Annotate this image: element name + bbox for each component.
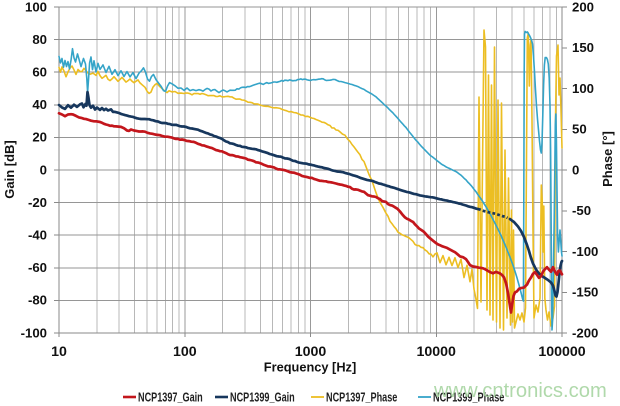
svg-text:100: 100 bbox=[25, 0, 47, 14]
svg-text:10: 10 bbox=[51, 344, 67, 360]
svg-text:-100: -100 bbox=[21, 325, 47, 340]
svg-text:Frequency [Hz]: Frequency [Hz] bbox=[264, 359, 356, 374]
svg-text:-150: -150 bbox=[572, 285, 598, 300]
svg-text:-60: -60 bbox=[28, 260, 47, 275]
svg-text:20: 20 bbox=[32, 130, 47, 145]
svg-text:40: 40 bbox=[32, 97, 47, 112]
svg-text:-50: -50 bbox=[572, 203, 591, 218]
svg-text:Phase [°]: Phase [°] bbox=[600, 131, 615, 187]
svg-text:NCP1399_Phase: NCP1399_Phase bbox=[433, 391, 504, 405]
svg-text:80: 80 bbox=[32, 32, 47, 47]
svg-text:0: 0 bbox=[572, 162, 579, 177]
svg-text:Gain [dB]: Gain [dB] bbox=[2, 140, 17, 199]
svg-text:50: 50 bbox=[572, 122, 587, 137]
svg-text:0: 0 bbox=[40, 162, 47, 177]
svg-text:-80: -80 bbox=[28, 293, 47, 308]
svg-text:100: 100 bbox=[173, 344, 197, 360]
svg-text:1000: 1000 bbox=[295, 344, 327, 360]
svg-text:www.cntronics.com: www.cntronics.com bbox=[433, 380, 607, 402]
svg-text:10000: 10000 bbox=[416, 344, 456, 360]
svg-text:NCP1397_Phase: NCP1397_Phase bbox=[326, 391, 397, 405]
svg-text:-40: -40 bbox=[28, 228, 47, 243]
svg-text:60: 60 bbox=[32, 65, 47, 80]
svg-text:NCP1399_Gain: NCP1399_Gain bbox=[230, 391, 295, 405]
svg-text:200: 200 bbox=[572, 0, 594, 14]
svg-text:-200: -200 bbox=[572, 325, 598, 340]
svg-text:NCP1397_Gain: NCP1397_Gain bbox=[138, 391, 203, 405]
svg-text:100: 100 bbox=[572, 81, 594, 96]
svg-text:100000: 100000 bbox=[538, 344, 585, 360]
svg-text:-20: -20 bbox=[28, 195, 47, 210]
svg-text:150: 150 bbox=[572, 40, 594, 55]
svg-text:-100: -100 bbox=[572, 244, 598, 259]
